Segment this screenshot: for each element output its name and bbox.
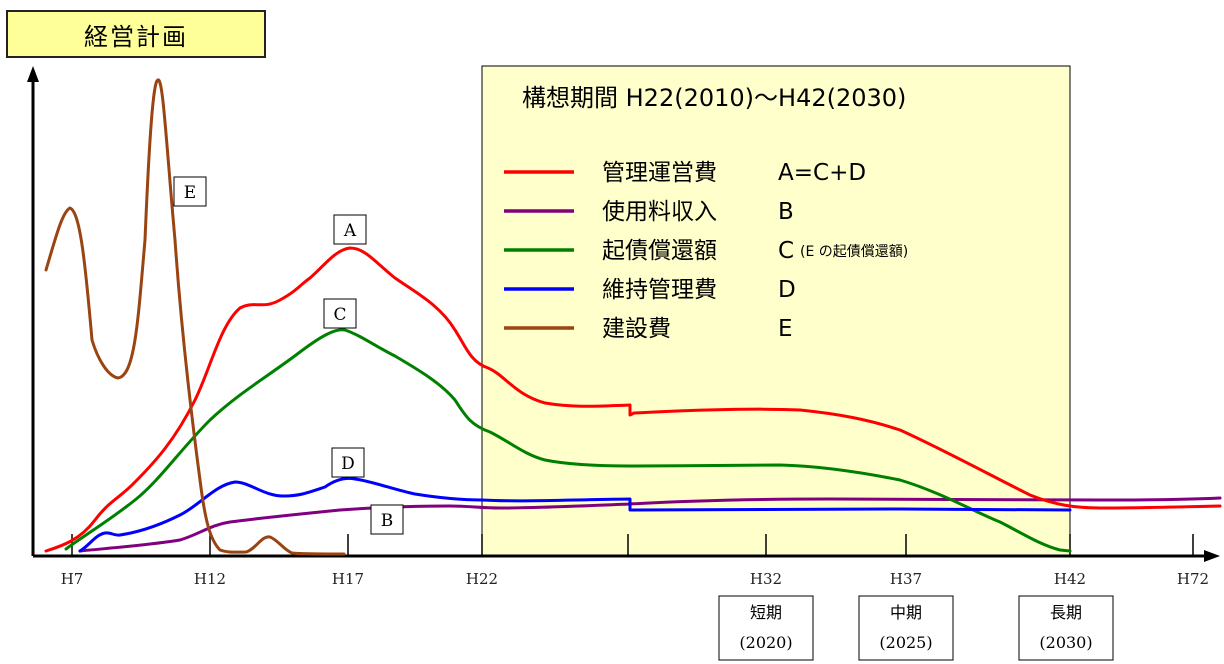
series-label-box <box>370 504 404 535</box>
series-label-box <box>173 176 207 207</box>
series-label-box <box>333 214 367 245</box>
x-axis-ticks: H7 H12 H17 H22 H32 H37 H42 H72 <box>61 534 1209 588</box>
x-tick-label: H22 <box>466 570 498 588</box>
legend-note: (E の起債償還額) <box>800 244 908 260</box>
series-line-D <box>78 476 1072 553</box>
legend-name: 建設費 <box>602 316 671 342</box>
legend-code: C <box>778 238 794 264</box>
concept-period-label: 構想期間 H22(2010)～H42(2030) <box>522 84 906 112</box>
series-label-B: B <box>381 511 394 531</box>
y-axis-arrow <box>27 66 39 82</box>
chart-title: 経営計画 <box>84 22 188 51</box>
x-tick-label: H37 <box>890 570 922 588</box>
term-boxes: 短期 (2020) 中期 (2025) 長期 (2030) <box>718 595 1114 661</box>
legend-code: B <box>778 199 794 225</box>
term-year: (2020) <box>739 633 792 652</box>
term-name: 長期 <box>1050 603 1082 622</box>
term-year: (2030) <box>1039 633 1092 652</box>
series-line-E <box>44 78 346 556</box>
legend-code: E <box>778 316 793 342</box>
legend-name: 維持管理費 <box>602 277 717 303</box>
x-axis-arrow <box>1204 550 1220 562</box>
term-year: (2025) <box>879 633 932 652</box>
series-label-box <box>331 447 365 478</box>
x-tick-label: H42 <box>1054 570 1086 588</box>
x-tick-label: H72 <box>1177 570 1209 588</box>
legend-code: D <box>778 277 796 303</box>
x-tick-label: H32 <box>750 570 782 588</box>
series-line-B <box>78 496 1222 553</box>
x-tick-label: H17 <box>332 570 364 588</box>
term-box <box>718 595 814 661</box>
chart-title-box: 経営計画 <box>6 10 266 58</box>
term-name: 中期 <box>890 603 922 622</box>
x-tick-label: H7 <box>61 570 84 588</box>
series-label-A: A <box>343 221 357 241</box>
term-name: 短期 <box>750 603 782 622</box>
legend-name: 起債償還額 <box>602 238 717 264</box>
series-line-A <box>44 246 1222 553</box>
series-label-E: E <box>184 183 196 203</box>
term-box <box>1018 595 1114 661</box>
legend-name: 使用料収入 <box>602 199 717 225</box>
series-line-C <box>64 328 1072 553</box>
series-label-boxes: A B C D E <box>173 176 404 535</box>
legend-code: A=C+D <box>778 160 866 186</box>
series-lines <box>44 78 1222 556</box>
concept-period-box <box>481 65 1071 557</box>
term-box <box>858 595 954 661</box>
series-label-D: D <box>341 454 355 474</box>
series-label-C: C <box>333 305 346 325</box>
legend-name: 管理運営費 <box>602 160 717 186</box>
series-label-box <box>323 298 357 329</box>
x-tick-label: H12 <box>194 570 226 588</box>
legend: 管理運営費 A=C+D 使用料収入 B 起債償還額 C (E の起債償還額) 維持管理費 D 建設… <box>504 160 908 342</box>
